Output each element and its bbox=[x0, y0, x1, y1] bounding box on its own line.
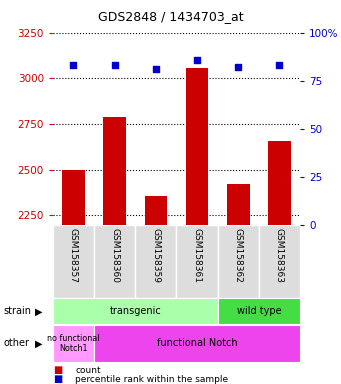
Bar bbox=[94, 225, 135, 298]
Point bbox=[277, 62, 282, 68]
Text: percentile rank within the sample: percentile rank within the sample bbox=[75, 374, 228, 384]
Bar bbox=[186, 68, 208, 225]
Bar bbox=[268, 141, 291, 225]
Text: ■: ■ bbox=[53, 365, 62, 375]
Text: GSM158359: GSM158359 bbox=[151, 228, 160, 283]
Bar bbox=[218, 298, 300, 324]
Text: count: count bbox=[75, 366, 101, 375]
Bar bbox=[62, 170, 85, 225]
Text: ▶: ▶ bbox=[35, 338, 43, 349]
Bar bbox=[145, 196, 167, 225]
Text: GDS2848 / 1434703_at: GDS2848 / 1434703_at bbox=[98, 10, 243, 23]
Text: no functional
Notch1: no functional Notch1 bbox=[47, 334, 100, 353]
Text: strain: strain bbox=[3, 306, 31, 316]
Text: functional Notch: functional Notch bbox=[157, 338, 237, 349]
Text: ▶: ▶ bbox=[35, 306, 43, 316]
Text: GSM158363: GSM158363 bbox=[275, 228, 284, 283]
Text: GSM158362: GSM158362 bbox=[234, 228, 243, 283]
Text: ■: ■ bbox=[53, 374, 62, 384]
Text: GSM158361: GSM158361 bbox=[193, 228, 202, 283]
Bar bbox=[227, 184, 250, 225]
Point bbox=[153, 66, 159, 72]
Bar bbox=[94, 325, 300, 362]
Bar bbox=[53, 298, 218, 324]
Point bbox=[194, 56, 200, 63]
Bar bbox=[53, 225, 94, 298]
Bar bbox=[135, 225, 177, 298]
Bar bbox=[177, 225, 218, 298]
Text: transgenic: transgenic bbox=[109, 306, 161, 316]
Point bbox=[71, 62, 76, 68]
Text: wild type: wild type bbox=[237, 306, 281, 316]
Bar bbox=[103, 117, 126, 225]
Point bbox=[236, 64, 241, 70]
Text: GSM158360: GSM158360 bbox=[110, 228, 119, 283]
Text: GSM158357: GSM158357 bbox=[69, 228, 78, 283]
Text: other: other bbox=[3, 338, 29, 349]
Bar bbox=[53, 325, 94, 362]
Bar bbox=[259, 225, 300, 298]
Bar bbox=[218, 225, 259, 298]
Point bbox=[112, 62, 117, 68]
